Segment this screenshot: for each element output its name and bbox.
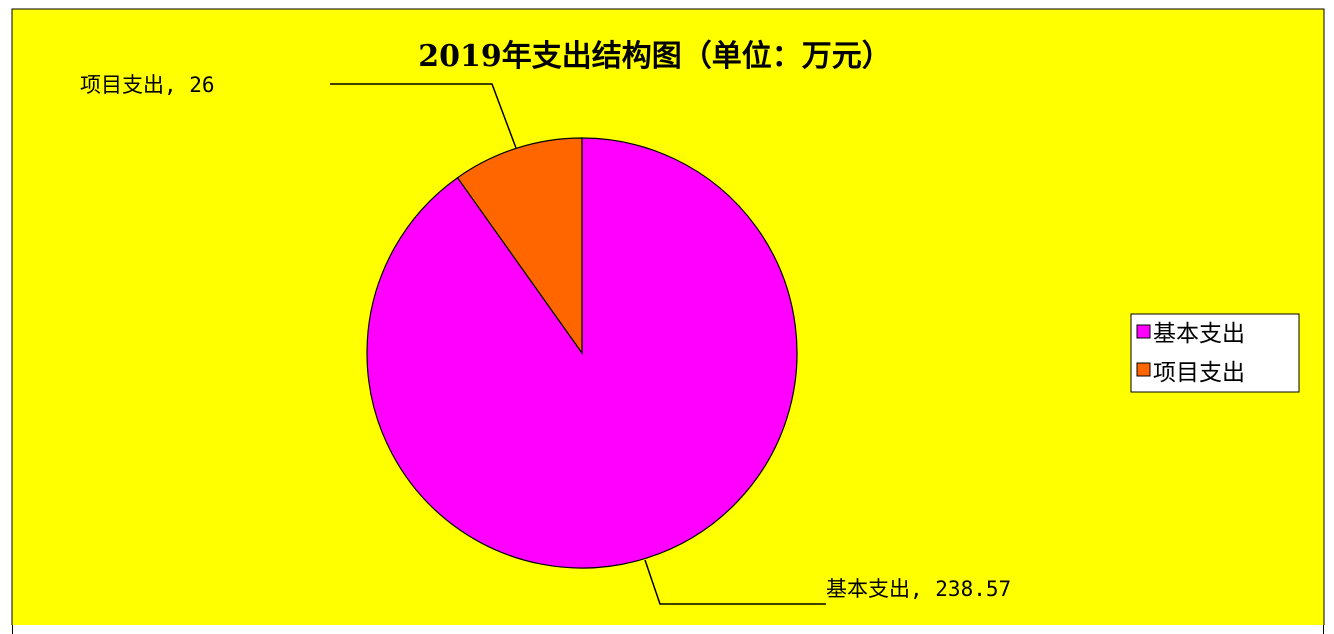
data-label-project: 项目支出, 26 [80,73,215,97]
legend-label-basic: 基本支出 [1153,321,1245,347]
pie-slice-basic [366,137,798,569]
legend-swatch-basic [1136,324,1151,339]
legend: 基本支出 项目支出 [1130,313,1300,393]
legend-swatch-project [1136,362,1151,377]
leader-line-project [330,83,517,149]
pie-slice-project [456,137,583,355]
legend-label-project: 项目支出 [1153,360,1245,386]
chart-title: 2019年支出结构图（单位：万元） [418,39,892,74]
data-label-basic: 基本支出, 238.57 [826,577,1011,601]
pie-slices [366,137,798,569]
legend-box [1130,313,1300,393]
leader-line-basic [644,559,826,605]
